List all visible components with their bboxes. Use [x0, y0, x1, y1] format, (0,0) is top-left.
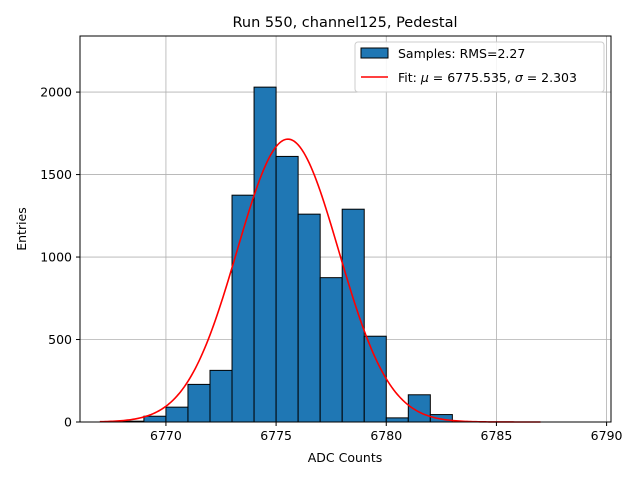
histogram-bar	[253, 86, 277, 423]
chart-title: Run 550, channel125, Pedestal	[232, 15, 457, 31]
plot-frame	[79, 35, 612, 423]
y-tick-label: 1000	[40, 250, 72, 265]
x-tick-label: 6780	[370, 428, 402, 443]
histogram-bar	[187, 383, 211, 423]
legend-fit-label: Fit: μ = 6775.535, σ = 2.303	[398, 70, 577, 85]
y-tick-label: 1500	[40, 167, 72, 182]
y-tick-label: 2000	[40, 85, 72, 100]
histogram-bar	[297, 213, 321, 423]
histogram-bar	[319, 277, 343, 423]
histogram-bars	[121, 86, 453, 423]
x-tick-label: 6775	[260, 428, 292, 443]
histogram-bar	[209, 369, 233, 423]
fit-curve	[99, 138, 541, 423]
histogram-bar	[275, 155, 299, 423]
y-axis-label: Entries	[14, 207, 29, 251]
histogram-bar	[341, 208, 365, 423]
y-tick-label: 0	[64, 415, 72, 430]
y-tick-label: 500	[48, 332, 72, 347]
x-axis-label: ADC Counts	[308, 450, 383, 465]
legend-histogram-label: Samples: RMS=2.27	[398, 46, 525, 61]
x-tick-label: 6785	[481, 428, 513, 443]
x-tick-label: 6790	[591, 428, 623, 443]
histogram-bar	[363, 335, 387, 423]
histogram-bar	[143, 415, 167, 423]
legend-box	[354, 41, 605, 93]
legend: Samples: RMS=2.27 Fit: μ = 6775.535, σ =…	[354, 41, 605, 93]
histogram-bar	[385, 417, 409, 423]
legend-histogram-swatch	[360, 47, 389, 59]
y-axis-ticks: 0 500 1000 1500 2000	[40, 85, 80, 430]
x-axis-ticks: 6770 6775 6780 6785 6790	[150, 422, 623, 443]
histogram-bar	[165, 406, 189, 423]
x-tick-label: 6770	[150, 428, 182, 443]
